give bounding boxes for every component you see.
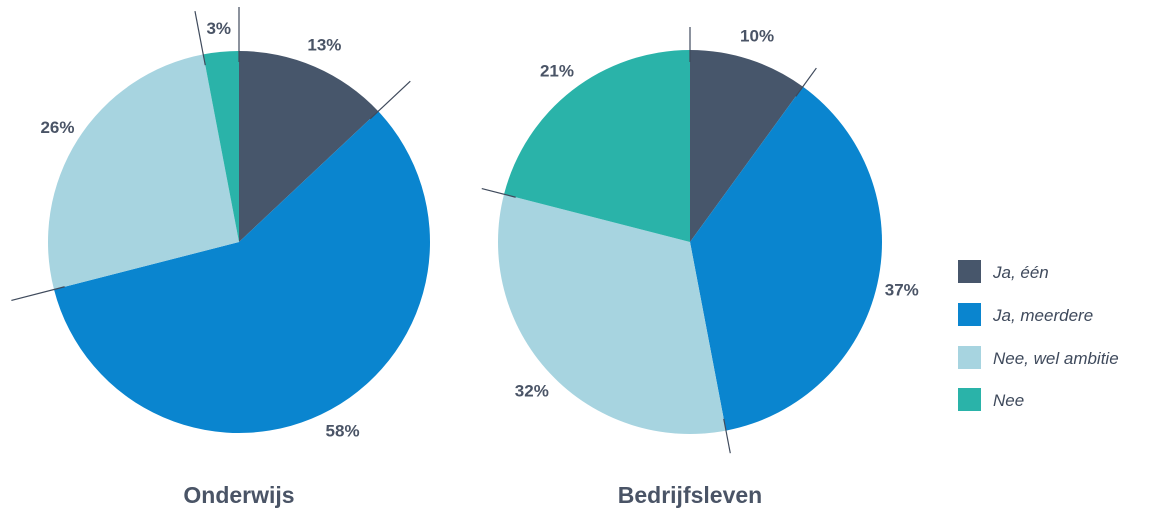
legend-item-nee-wel-ambitie: Nee, wel ambitie [958,346,1119,369]
pie-slice-onderwijs-ja-meerdere [54,111,431,434]
pie-slice-bedrijfsleven-nee-wel-ambitie [497,194,726,434]
pie-divider-bedrijfsleven-2 [723,418,731,454]
legend-swatch-ja-meerdere [958,303,981,326]
pie-slice-onderwijs-ja-een [239,51,379,242]
pie-label-onderwijs-ja-meerdere: 58% [326,421,360,440]
legend: Ja, één Ja, meerdere Nee, wel ambitie Ne… [958,260,1119,411]
legend-swatch-nee-wel-ambitie [958,346,981,369]
pie-label-bedrijfsleven-nee-wel-ambitie: 32% [515,382,549,401]
pie-label-bedrijfsleven-ja-een: 10% [740,27,774,46]
pie-label-bedrijfsleven-ja-meerdere: 37% [885,280,919,299]
pie-chart-bedrijfsleven: 10% 37% 32% 21% [481,27,919,454]
pie-label-bedrijfsleven-nee: 21% [540,62,574,81]
pie-divider-bedrijfsleven-1 [795,67,817,97]
pie-divider-onderwijs-1 [369,80,411,120]
chart-title-onderwijs: Onderwijs [183,482,294,508]
chart-title-bedrijfsleven: Bedrijfsleven [618,482,762,508]
pie-slice-onderwijs-nee-wel-ambitie [48,54,240,290]
pie-label-onderwijs-nee-wel-ambitie: 26% [40,118,74,137]
pie-chart-onderwijs: 13% 58% 26% 3% [11,7,431,440]
legend-label-ja-meerdere: Ja, meerdere [992,306,1093,325]
pie-slice-bedrijfsleven-ja-een [690,50,803,242]
pie-slice-bedrijfsleven-nee [504,50,690,242]
legend-label-nee: Nee [993,391,1024,410]
legend-label-ja-een: Ja, één [992,263,1049,282]
pie-label-onderwijs-ja-een: 13% [307,36,341,55]
pie-divider-bedrijfsleven-3 [481,187,516,198]
pie-divider-onderwijs-2 [11,286,65,302]
legend-item-ja-een: Ja, één [958,260,1049,283]
pie-label-onderwijs-nee: 3% [206,19,231,38]
pie-slice-onderwijs-nee [203,51,239,242]
legend-label-nee-wel-ambitie: Nee, wel ambitie [993,349,1119,368]
legend-swatch-nee [958,388,981,411]
pie-slice-bedrijfsleven-ja-meerdere [690,86,883,431]
legend-item-nee: Nee [958,388,1024,411]
legend-swatch-ja-een [958,260,981,283]
pie-divider-onderwijs-3 [194,11,206,66]
legend-item-ja-meerdere: Ja, meerdere [958,303,1093,326]
